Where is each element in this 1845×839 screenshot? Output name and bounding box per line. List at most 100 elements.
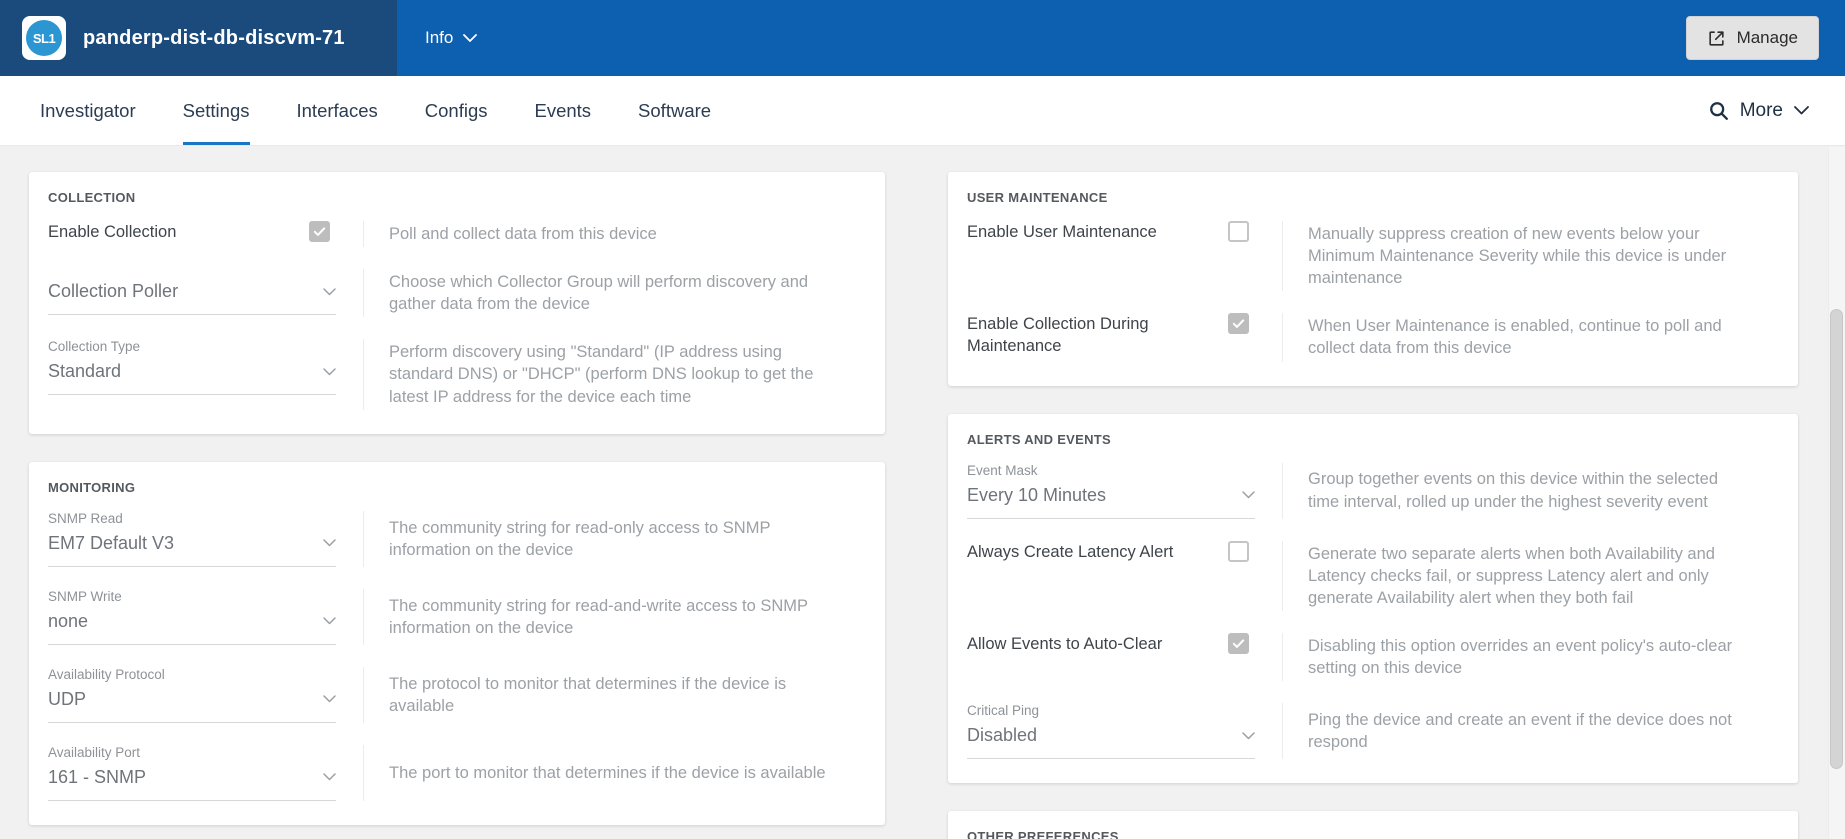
availability-port-select[interactable]: Availability Port 161 - SNMP	[48, 745, 336, 801]
setting-description-text: Manually suppress creation of new events…	[1308, 225, 1727, 288]
card-user-maintenance: USER MAINTENANCE Enable User Maintenance M…	[948, 172, 1798, 386]
scrollbar-track	[1828, 147, 1845, 839]
sl1-logo[interactable]: SL1	[22, 16, 66, 60]
always-create-latency-alert-checkbox[interactable]	[1228, 540, 1249, 562]
chevron-down-icon	[323, 773, 336, 781]
setting-label: Allow Events to Auto-Clear	[967, 634, 1163, 653]
select-value-line: Disabled	[967, 725, 1255, 760]
row-control-enable-collection: Enable Collection	[48, 221, 363, 247]
info-dropdown[interactable]: Info	[425, 28, 478, 48]
field-label: Critical Ping	[967, 703, 1040, 719]
select-value: Disabled	[967, 725, 1038, 746]
select-value-line: 161 - SNMP	[48, 767, 336, 801]
setting-description: Generate two separate alerts when both A…	[1282, 540, 1768, 611]
card-alerts-and-events: ALERTS AND EVENTS Event Mask Every 10 Minu…	[948, 413, 1798, 784]
critical-ping-select[interactable]: Critical Ping Disabled	[967, 703, 1255, 760]
row-control-event-mask: Event Mask Every 10 Minutes	[967, 463, 1282, 519]
section-title: MONITORING	[48, 479, 136, 495]
section-title: USER MAINTENANCE	[967, 190, 1108, 205]
tab-configs[interactable]: Configs	[424, 99, 488, 121]
external-link-icon	[1707, 29, 1726, 48]
tab-interfaces[interactable]: Interfaces	[296, 99, 378, 121]
setting-description-text: The community string for read-and-write …	[389, 596, 808, 637]
row-always-create-latency-alert: Always Create Latency Alert Generate two …	[967, 540, 1768, 611]
scrollbar-thumb[interactable]	[1830, 309, 1843, 769]
setting-description: Poll and collect data from this device	[363, 221, 855, 248]
enable-collection-checkbox[interactable]	[309, 221, 330, 242]
select-value: UDP	[48, 688, 87, 709]
select-value-line: UDP	[48, 689, 336, 723]
snmp-read-select[interactable]: SNMP Read EM7 Default V3	[48, 511, 336, 567]
tab-software[interactable]: Software	[638, 99, 712, 121]
row-control-enable-collection-during-maintenance: Enable Collection During Maintenance	[967, 313, 1282, 361]
chevron-down-icon	[323, 539, 336, 547]
setting-label: Always Create Latency Alert	[967, 542, 1174, 561]
check-icon	[1231, 636, 1246, 651]
row-control-collection-type: Collection Type Standard	[48, 339, 363, 409]
chevron-down-icon	[1794, 106, 1809, 115]
field-label: Event Mask	[967, 462, 1038, 478]
setting-description-text: Choose which Collector Group will perfor…	[389, 273, 809, 314]
info-dropdown-label: Info	[425, 28, 454, 47]
availability-protocol-select[interactable]: Availability Protocol UDP	[48, 667, 336, 723]
select-value-line: EM7 Default V3	[48, 533, 336, 567]
settings-column-right: USER MAINTENANCE Enable User Maintenance M…	[948, 172, 1798, 839]
setting-description: When User Maintenance is enabled, contin…	[1282, 313, 1768, 362]
row-collection-type: Collection Type Standard Perform discovery…	[48, 339, 855, 410]
row-control-availability-port: Availability Port 161 - SNMP	[48, 745, 363, 801]
row-enable-user-maintenance: Enable User Maintenance Manually suppress…	[967, 221, 1768, 292]
setting-label: Enable User Maintenance	[967, 223, 1157, 241]
chevron-down-icon	[1242, 491, 1255, 499]
field-label: Availability Port	[48, 744, 141, 760]
enable-collection-during-maintenance-checkbox[interactable]	[1228, 313, 1249, 335]
settings-content: COLLECTION Enable Collection Poll and coll…	[0, 146, 1845, 839]
chevron-down-icon	[1242, 731, 1255, 740]
more-menu[interactable]: More	[1708, 76, 1809, 145]
event-mask-select[interactable]: Event Mask Every 10 Minutes	[967, 463, 1255, 519]
row-availability-port: Availability Port 161 - SNMP The port to m…	[48, 744, 855, 801]
field-label: Collection Type	[48, 339, 141, 355]
select-value-line: Collection Poller	[48, 281, 336, 316]
tab-bar: Investigator Settings Interfaces Configs Eve…	[0, 76, 1845, 146]
row-snmp-write: SNMP Write none The community string for r…	[48, 588, 855, 645]
field-label: SNMP Write	[48, 588, 122, 604]
row-control-availability-protocol: Availability Protocol UDP	[48, 667, 363, 723]
snmp-write-select[interactable]: SNMP Write none	[48, 589, 336, 645]
allow-events-to-auto-clear-checkbox[interactable]	[1228, 632, 1249, 654]
select-value-line: Standard	[48, 361, 336, 396]
search-icon[interactable]	[1708, 100, 1729, 121]
collection-type-select[interactable]: Collection Type Standard	[48, 339, 336, 396]
tab-settings[interactable]: Settings	[182, 76, 250, 145]
setting-description-text: Generate two separate alerts when both A…	[1308, 544, 1715, 607]
manage-button[interactable]: Manage	[1685, 16, 1819, 60]
select-value: Collection Poller	[48, 281, 179, 302]
tab-investigator[interactable]: Investigator	[40, 99, 136, 121]
setting-description: Group together events on this device wit…	[1282, 462, 1768, 519]
chevron-down-icon	[323, 368, 336, 376]
setting-description: The port to monitor that determines if t…	[363, 744, 855, 801]
sl1-logo-icon: SL1	[26, 20, 62, 56]
setting-description: Perform discovery using "Standard" (IP a…	[363, 339, 855, 410]
check-icon	[312, 224, 327, 239]
setting-description-text: The protocol to monitor that determines …	[389, 674, 787, 715]
device-name: panderp-dist-db-discvm-71	[83, 26, 345, 49]
chevron-down-icon	[323, 695, 336, 703]
row-control-always-create-latency-alert: Always Create Latency Alert	[967, 540, 1282, 611]
setting-description: The protocol to monitor that determines …	[363, 666, 855, 723]
manage-button-label: Manage	[1736, 28, 1798, 47]
more-menu-label: More	[1739, 99, 1783, 121]
field-label: Availability Protocol	[48, 666, 165, 682]
enable-user-maintenance-checkbox[interactable]	[1228, 221, 1249, 242]
select-value-line: Every 10 Minutes	[967, 485, 1255, 519]
setting-description-text: Disabling this option overrides an event…	[1308, 636, 1733, 677]
row-control-snmp-read: SNMP Read EM7 Default V3	[48, 511, 363, 567]
row-control-allow-events-to-auto-clear: Allow Events to Auto-Clear	[967, 632, 1282, 681]
select-value: Every 10 Minutes	[967, 484, 1107, 505]
select-value: none	[48, 610, 89, 631]
chevron-down-icon	[463, 33, 478, 43]
select-value: 161 - SNMP	[48, 766, 147, 787]
tab-events[interactable]: Events	[534, 99, 592, 121]
row-control-snmp-write: SNMP Write none	[48, 589, 363, 645]
collection-poller-select[interactable]: Collection Poller	[48, 281, 336, 316]
row-control-critical-ping: Critical Ping Disabled	[967, 703, 1282, 760]
